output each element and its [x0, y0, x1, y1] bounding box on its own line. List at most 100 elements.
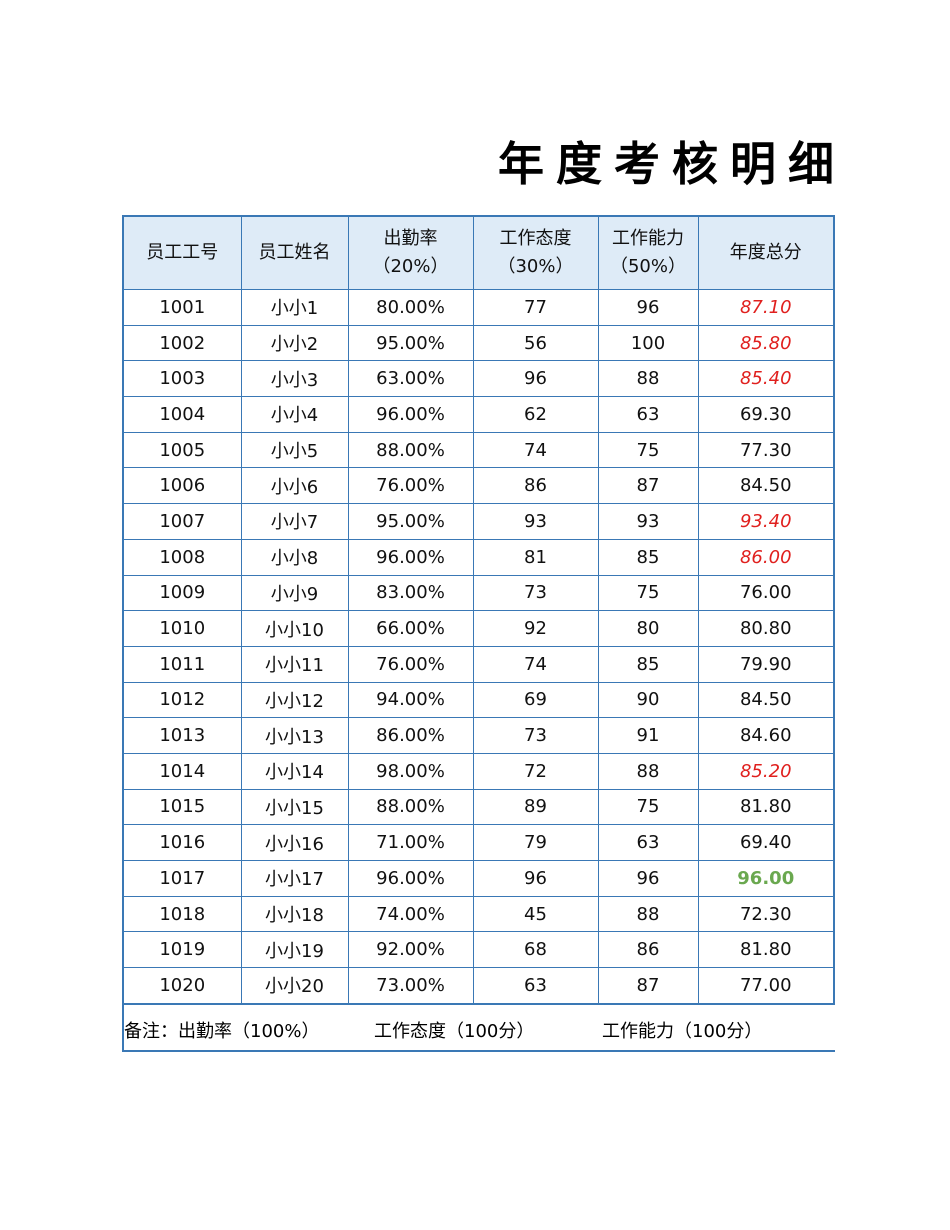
row: 1018 小小18 74.00% 45 88 72.30 [122, 895, 835, 933]
cell: 84.50 [697, 467, 835, 505]
row: 1007 小小7 95.00% 93 93 93.40 [122, 503, 835, 540]
cell: 96 [472, 360, 599, 398]
cell: 1017 [122, 860, 242, 897]
cell: 93 [597, 503, 699, 540]
note-text: 工作能力（100分） [602, 1021, 763, 1042]
cell: 92.00% [347, 931, 474, 969]
cell: 86.00% [347, 717, 474, 754]
cell: 1014 [122, 752, 242, 790]
cell: 96.00 [697, 860, 835, 897]
cell: 1019 [122, 931, 242, 969]
header-row: 员工工号 员工姓名 出勤率 （20%） 工作态度 （30%） 工作能力 （50%） 年度总… [122, 215, 835, 290]
table: 员工工号 员工姓名 出勤率 （20%） 工作态度 （30%） 工作能力 （50%） 年度总… [122, 215, 835, 1005]
header-cell: 工作能力 （50%） [597, 215, 699, 290]
cell: 92 [472, 610, 599, 647]
cell: 71.00% [347, 824, 474, 861]
cell: 74 [472, 645, 599, 683]
cell: 88 [597, 360, 699, 398]
cell: 76.00 [697, 574, 835, 612]
cell: 74.00% [347, 895, 474, 933]
cell: 62 [472, 396, 599, 433]
cell: 69 [472, 681, 599, 719]
row: 1010 小小10 66.00% 92 80 80.80 [122, 610, 835, 647]
cell: 95.00% [347, 324, 474, 362]
cell: 73 [472, 717, 599, 754]
cell: 1002 [122, 324, 242, 362]
cell: 85 [597, 645, 699, 683]
cell: 小小2 [240, 324, 349, 362]
cell: 1008 [122, 538, 242, 576]
cell: 95.00% [347, 503, 474, 540]
cell: 96 [597, 289, 699, 326]
cell: 80 [597, 610, 699, 647]
cell: 45 [472, 895, 599, 933]
cell: 小小8 [240, 538, 349, 576]
row: 1012 小小12 94.00% 69 90 84.50 [122, 681, 835, 719]
cell: 98.00% [347, 752, 474, 790]
cell: 小小15 [240, 788, 349, 826]
cell: 93.40 [697, 503, 835, 540]
cell: 87 [597, 467, 699, 505]
cell: 69.30 [697, 396, 835, 433]
cell: 87 [597, 967, 699, 1005]
cell: 91 [597, 717, 699, 754]
cell: 77.30 [697, 431, 835, 469]
cell: 小小5 [240, 431, 349, 469]
cell: 90 [597, 681, 699, 719]
cell: 81 [472, 538, 599, 576]
cell: 小小7 [240, 503, 349, 540]
cell: 87.10 [697, 289, 835, 326]
cell: 小小20 [240, 967, 349, 1005]
header-cell: 出勤率 （20%） [347, 215, 474, 290]
row: 1011 小小11 76.00% 74 85 79.90 [122, 645, 835, 683]
cell: 小小11 [240, 645, 349, 683]
cell: 小小10 [240, 610, 349, 647]
row: 1002 小小2 95.00% 56 100 85.80 [122, 324, 835, 362]
cell: 88.00% [347, 788, 474, 826]
cell: 86.00 [697, 538, 835, 576]
cell: 小小3 [240, 360, 349, 398]
cell: 85.40 [697, 360, 835, 398]
cell: 76.00% [347, 645, 474, 683]
cell: 1004 [122, 396, 242, 433]
cell: 80.00% [347, 289, 474, 326]
cell: 96 [472, 860, 599, 897]
header-cell: 年度总分 [697, 215, 835, 290]
note-text: 备注：出勤率（100%） [124, 1021, 320, 1042]
cell: 63 [472, 967, 599, 1005]
cell: 1006 [122, 467, 242, 505]
cell: 1005 [122, 431, 242, 469]
cell: 94.00% [347, 681, 474, 719]
cell: 1018 [122, 895, 242, 933]
row: 1014 小小14 98.00% 72 88 85.20 [122, 752, 835, 790]
cell: 72.30 [697, 895, 835, 933]
row: 1006 小小6 76.00% 86 87 84.50 [122, 467, 835, 505]
cell: 小小18 [240, 895, 349, 933]
cell: 89 [472, 788, 599, 826]
row: 1004 小小4 96.00% 62 63 69.30 [122, 396, 835, 433]
cell: 1020 [122, 967, 242, 1005]
cell: 81.80 [697, 788, 835, 826]
cell: 100 [597, 324, 699, 362]
cell: 83.00% [347, 574, 474, 612]
cell: 56 [472, 324, 599, 362]
cell: 1015 [122, 788, 242, 826]
cell: 86 [597, 931, 699, 969]
cell: 63 [597, 824, 699, 861]
cell: 小小14 [240, 752, 349, 790]
row: 1009 小小9 83.00% 73 75 76.00 [122, 574, 835, 612]
cell: 76.00% [347, 467, 474, 505]
cell: 小小12 [240, 681, 349, 719]
cell: 77.00 [697, 967, 835, 1005]
row: 1008 小小8 96.00% 81 85 86.00 [122, 538, 835, 576]
cell: 小小6 [240, 467, 349, 505]
header-cell: 员工姓名 [240, 215, 349, 290]
cell: 63.00% [347, 360, 474, 398]
row: 1020 小小20 73.00% 63 87 77.00 [122, 967, 835, 1005]
cell: 85.80 [697, 324, 835, 362]
row: 1016 小小16 71.00% 79 63 69.40 [122, 824, 835, 861]
row: 1001 小小1 80.00% 77 96 87.10 [122, 289, 835, 326]
cell: 88.00% [347, 431, 474, 469]
cell: 88 [597, 895, 699, 933]
